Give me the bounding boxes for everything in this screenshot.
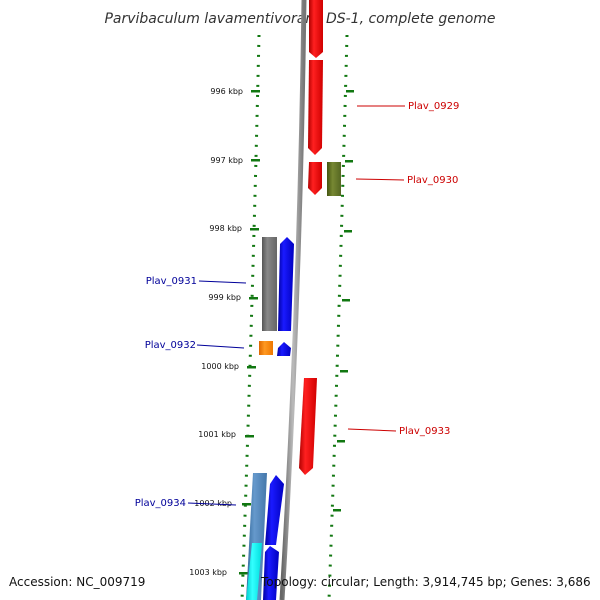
- gene-label[interactable]: Plav_0929: [408, 101, 459, 112]
- leader-line: [196, 344, 245, 349]
- forward-strand-features: [299, 0, 341, 475]
- leader-line: [198, 280, 247, 284]
- leader-line: [355, 178, 405, 181]
- accession-text: Accession: NC_009719: [9, 575, 145, 589]
- gene-label[interactable]: Plav_0931: [146, 276, 197, 287]
- inner-tick: [251, 159, 260, 162]
- inner-tick: [245, 435, 254, 438]
- gene-feature: [327, 162, 341, 196]
- outer-ticks: [333, 90, 354, 512]
- tick-label: 999 kbp: [208, 293, 241, 302]
- tick-label: 998 kbp: [209, 224, 242, 233]
- outer-tick: [340, 370, 348, 373]
- gene-feature: [265, 475, 284, 545]
- leader-line: [187, 502, 237, 506]
- inner-tick: [239, 572, 248, 575]
- outer-tick: [346, 90, 354, 93]
- gene-label[interactable]: Plav_0934: [135, 498, 186, 509]
- tick-label: 1001 kbp: [198, 430, 236, 439]
- outer-tick: [344, 230, 352, 233]
- inner-tick: [249, 297, 258, 300]
- tick-label: 1000 kbp: [201, 362, 239, 371]
- gene-label[interactable]: Plav_0933: [399, 426, 450, 437]
- gene-feature: [278, 237, 294, 331]
- gene-feature: [262, 237, 277, 331]
- gene-feature: [246, 543, 262, 600]
- map-title: Parvibaculum lavamentivorans DS-1, compl…: [104, 11, 495, 27]
- outer-tick: [333, 509, 341, 512]
- inner-tick: [251, 90, 260, 93]
- leader-lines: [187, 105, 405, 506]
- tick-label: 1003 kbp: [189, 568, 227, 577]
- gene-feature: [308, 162, 322, 195]
- gene-feature: [299, 378, 317, 475]
- topology-text: Topology: circular; Length: 3,914,745 bp…: [260, 575, 591, 589]
- gene-label[interactable]: Plav_0932: [145, 340, 196, 351]
- gene-label[interactable]: Plav_0930: [407, 175, 458, 186]
- gene-labels: Plav_0929 Plav_0930 Plav_0933 Plav_0931 …: [135, 101, 460, 509]
- outer-tick: [345, 160, 353, 163]
- gene-feature: [308, 60, 323, 155]
- inner-tick: [250, 228, 259, 231]
- tick-label: 996 kbp: [210, 87, 243, 96]
- inner-tick: [247, 366, 256, 369]
- genome-backbone: [279, 0, 307, 600]
- inner-tick: [242, 503, 251, 506]
- outer-tick: [342, 299, 350, 302]
- inner-ticks: 996 kbp 997 kbp 998 kbp 999 kbp 1000 kbp…: [189, 87, 260, 577]
- gene-feature: [263, 546, 279, 600]
- tick-label: 1002 kbp: [194, 499, 232, 508]
- gene-feature: [277, 342, 291, 356]
- gene-feature: [259, 341, 273, 355]
- outer-tick: [337, 440, 345, 443]
- reverse-strand-features: [246, 237, 294, 600]
- gene-feature: [309, 0, 323, 58]
- leader-line: [347, 428, 397, 432]
- outer-track-guide: [327, 34, 349, 600]
- tick-label: 997 kbp: [210, 156, 243, 165]
